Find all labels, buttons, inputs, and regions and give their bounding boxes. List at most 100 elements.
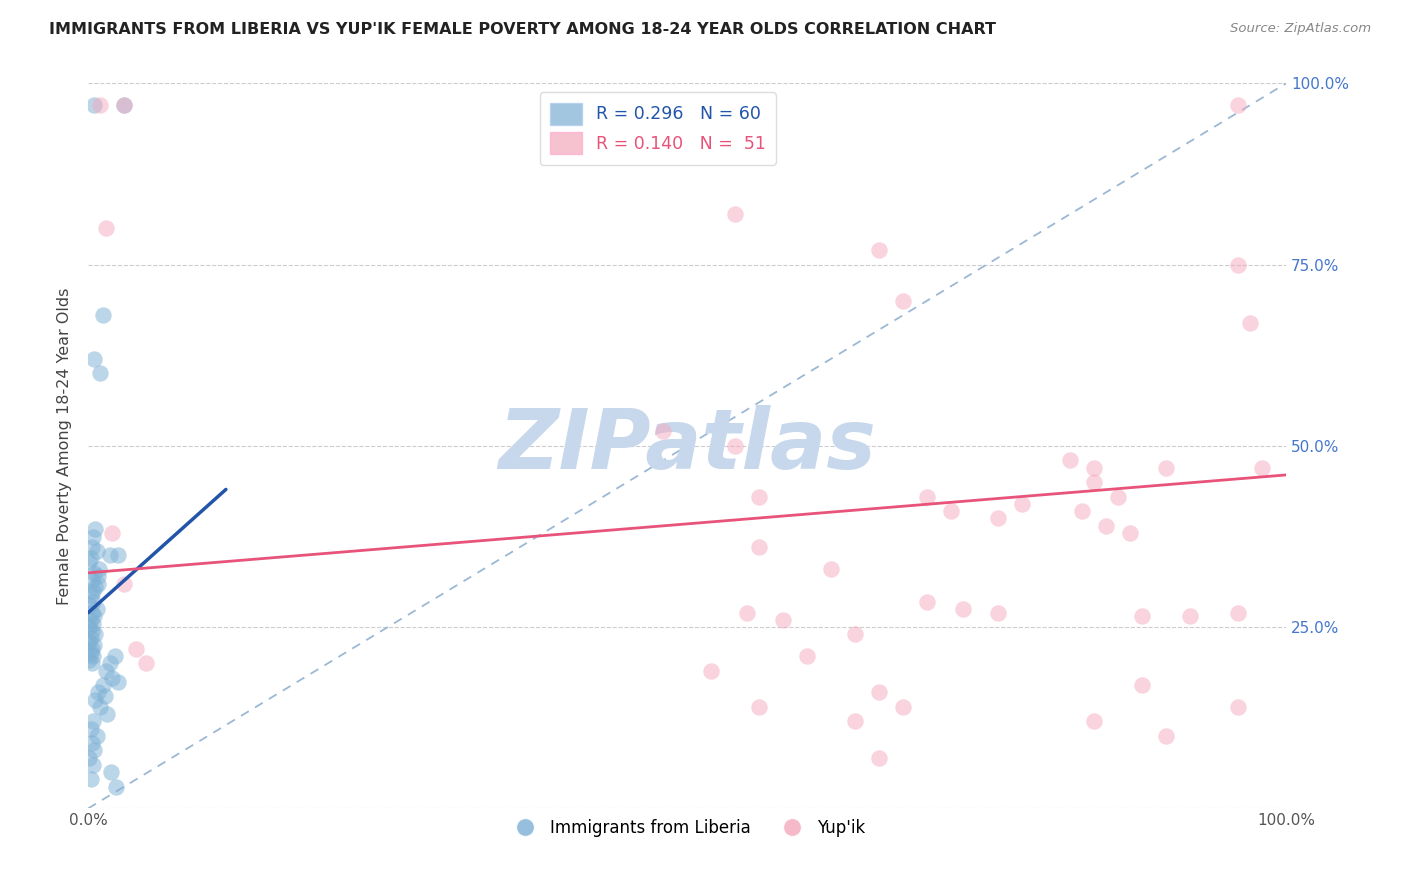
Point: [84, 580, 107, 594]
Point: [1083, 714, 1105, 729]
Point: [86, 544, 108, 558]
Point: [83, 609, 105, 624]
Point: [79, 646, 101, 660]
Point: [1239, 316, 1261, 330]
Point: [1130, 609, 1153, 624]
Point: [844, 714, 866, 729]
Point: [868, 750, 890, 764]
Point: [987, 511, 1010, 525]
Point: [1227, 700, 1250, 714]
Point: [1095, 518, 1118, 533]
Point: [79, 653, 101, 667]
Point: [1227, 606, 1250, 620]
Point: [844, 627, 866, 641]
Point: [80, 573, 103, 587]
Point: [1011, 497, 1033, 511]
Y-axis label: Female Poverty Among 18-24 Year Olds: Female Poverty Among 18-24 Year Olds: [58, 287, 72, 605]
Point: [103, 649, 125, 664]
Point: [891, 700, 914, 714]
Point: [1154, 729, 1177, 743]
Point: [700, 664, 723, 678]
Point: [80, 541, 103, 555]
Point: [82, 595, 104, 609]
Point: [1154, 460, 1177, 475]
Point: [82, 649, 104, 664]
Point: [748, 490, 770, 504]
Point: [87, 576, 110, 591]
Point: [82, 530, 104, 544]
Point: [79, 631, 101, 645]
Point: [80, 624, 103, 638]
Point: [724, 439, 747, 453]
Point: [1083, 460, 1105, 475]
Point: [796, 649, 818, 664]
Point: [84, 627, 107, 641]
Point: [98, 548, 121, 562]
Point: [820, 562, 842, 576]
Point: [915, 595, 938, 609]
Point: [83, 98, 105, 112]
Point: [80, 657, 103, 671]
Legend: Immigrants from Liberia, Yup'ik: Immigrants from Liberia, Yup'ik: [502, 813, 872, 844]
Point: [89, 700, 111, 714]
Point: [89, 367, 111, 381]
Point: [87, 569, 110, 583]
Point: [107, 674, 129, 689]
Point: [915, 490, 938, 504]
Point: [724, 207, 747, 221]
Point: [94, 689, 117, 703]
Point: [79, 551, 101, 566]
Point: [94, 221, 117, 235]
Point: [87, 685, 110, 699]
Point: [89, 98, 111, 112]
Point: [83, 638, 105, 652]
Point: [84, 522, 107, 536]
Point: [748, 541, 770, 555]
Point: [1107, 490, 1129, 504]
Point: [112, 98, 135, 112]
Point: [79, 750, 101, 764]
Point: [987, 606, 1010, 620]
Point: [83, 743, 105, 757]
Point: [98, 657, 121, 671]
Point: [79, 555, 101, 569]
Point: [79, 613, 101, 627]
Point: [79, 634, 101, 648]
Point: [772, 613, 794, 627]
Point: [86, 729, 108, 743]
Point: [101, 525, 124, 540]
Point: [1130, 678, 1153, 692]
Point: [79, 772, 101, 787]
Text: IMMIGRANTS FROM LIBERIA VS YUP'IK FEMALE POVERTY AMONG 18-24 YEAR OLDS CORRELATI: IMMIGRANTS FROM LIBERIA VS YUP'IK FEMALE…: [49, 22, 997, 37]
Point: [80, 642, 103, 657]
Point: [1059, 453, 1081, 467]
Point: [101, 671, 124, 685]
Point: [82, 616, 104, 631]
Point: [82, 758, 104, 772]
Point: [891, 293, 914, 308]
Point: [1083, 475, 1105, 490]
Point: [91, 678, 114, 692]
Point: [82, 714, 104, 729]
Point: [1178, 609, 1201, 624]
Point: [83, 566, 105, 580]
Point: [79, 620, 101, 634]
Point: [868, 243, 890, 257]
Point: [79, 722, 101, 736]
Point: [107, 548, 129, 562]
Point: [1227, 98, 1250, 112]
Point: [87, 562, 110, 576]
Point: [652, 425, 675, 439]
Point: [100, 765, 122, 780]
Point: [82, 583, 104, 598]
Point: [94, 664, 117, 678]
Point: [84, 692, 107, 706]
Point: [868, 685, 890, 699]
Point: [1071, 504, 1094, 518]
Point: [1119, 525, 1142, 540]
Point: [1227, 258, 1250, 272]
Point: [96, 707, 118, 722]
Point: [104, 780, 127, 794]
Point: [952, 602, 974, 616]
Point: [91, 309, 114, 323]
